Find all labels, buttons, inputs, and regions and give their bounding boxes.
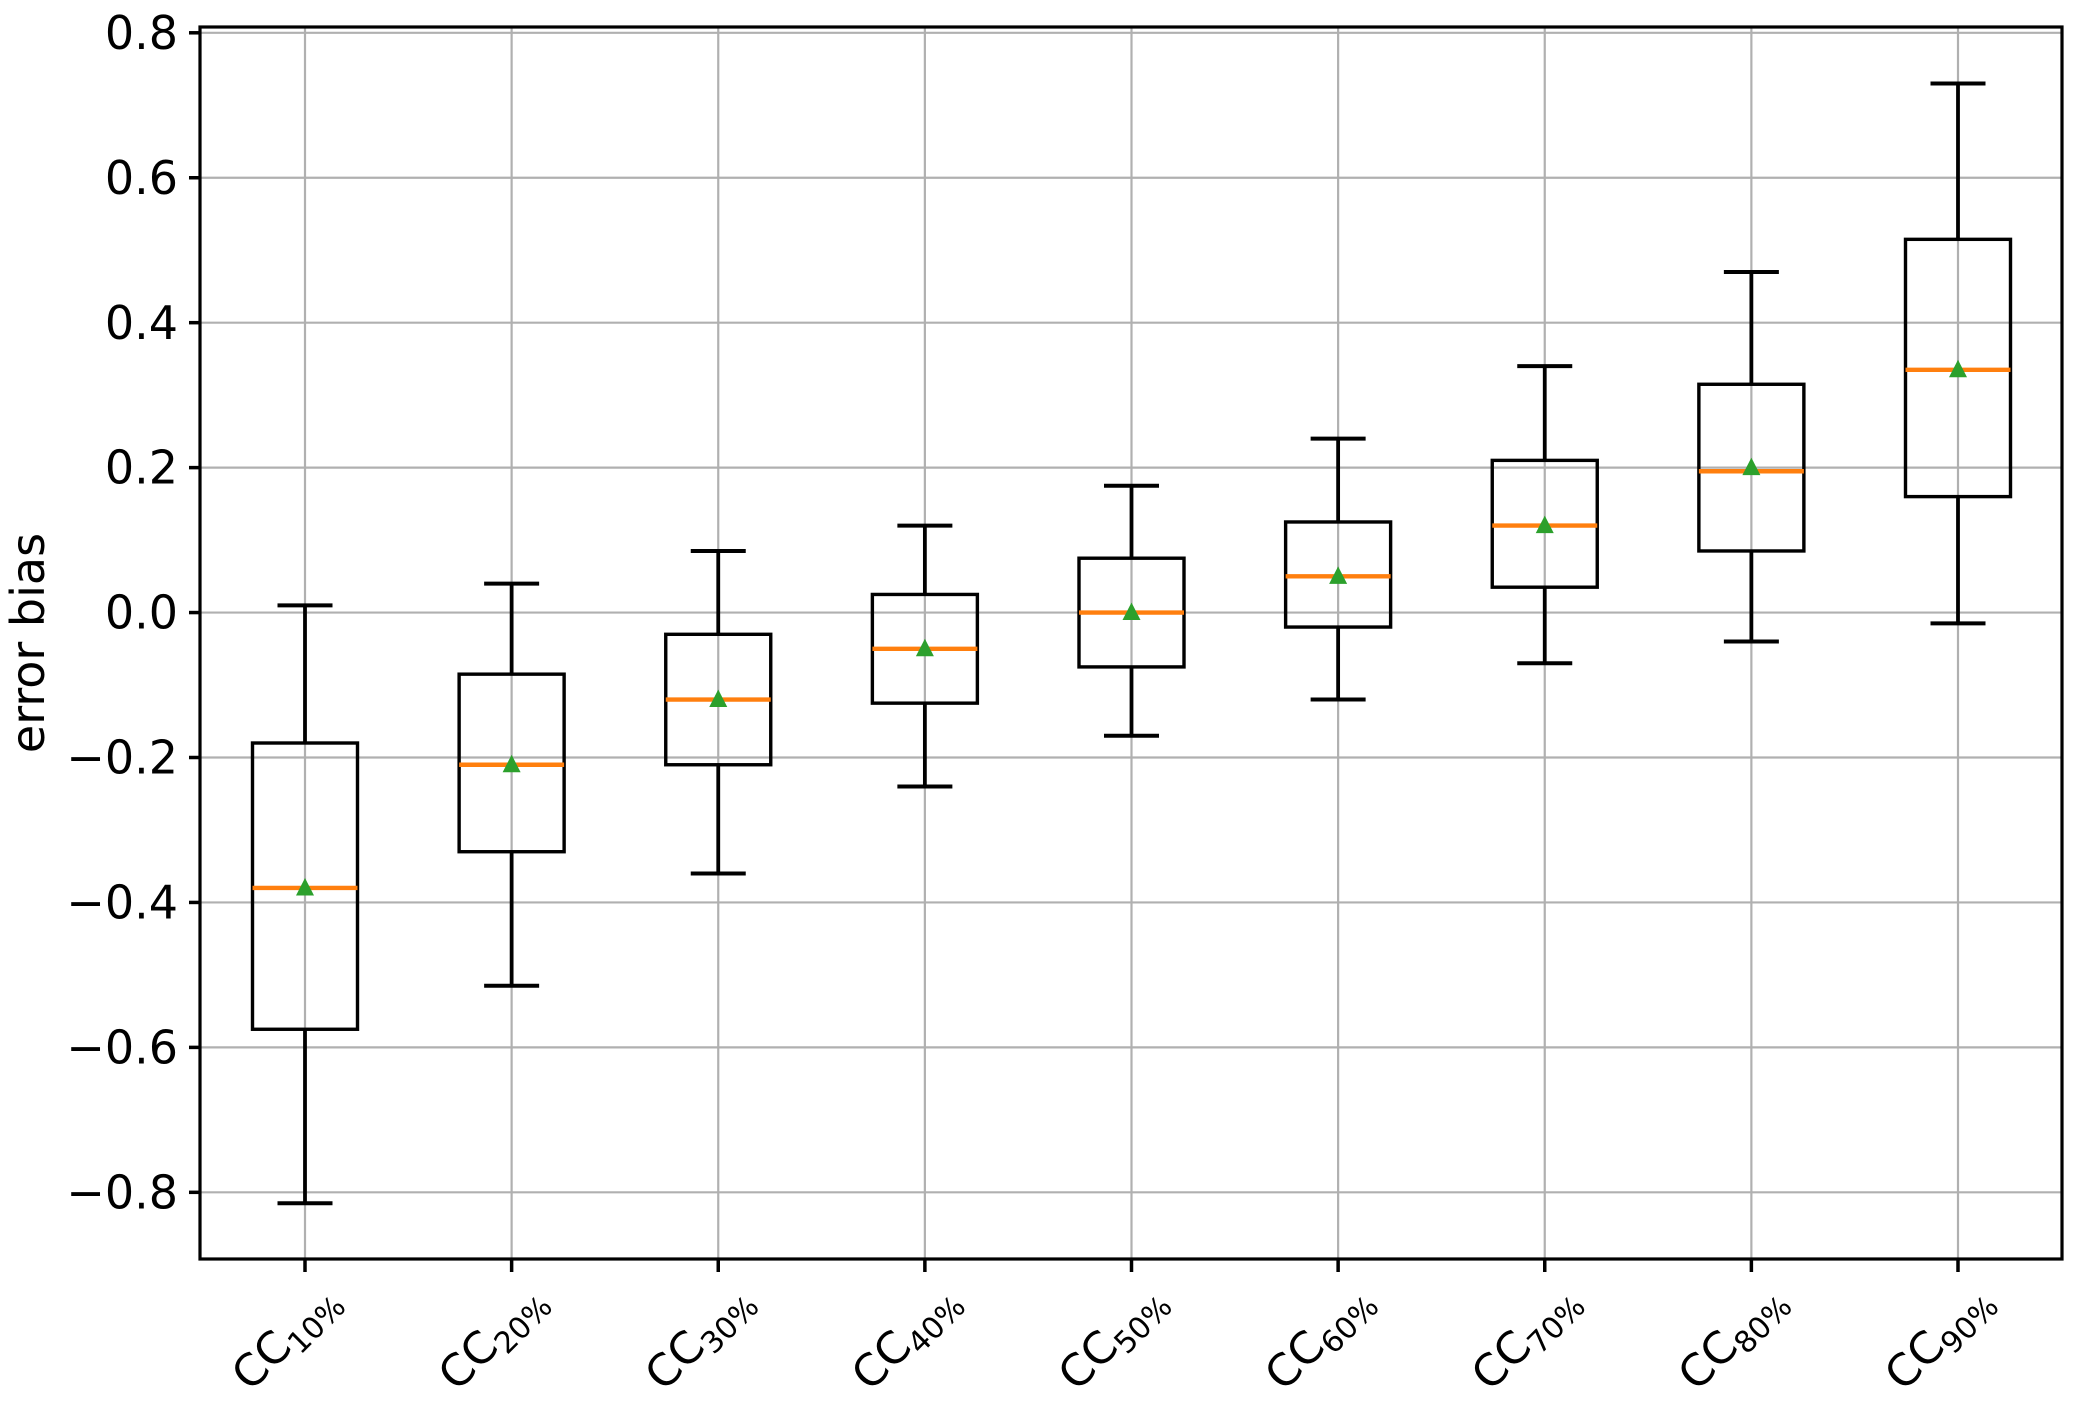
- y-tick-label-0.0: 0.0: [105, 586, 178, 640]
- box-group-CC50%: [1077, 483, 1186, 738]
- y-tick-label-0.2: 0.2: [105, 441, 178, 495]
- box-group-CC70%: [1490, 364, 1599, 666]
- box-group-CC80%: [1697, 269, 1806, 644]
- box-group-CC90%: [1903, 81, 2013, 626]
- x-tick-label-CC30%: CC30%: [635, 1274, 766, 1405]
- x-tick-label-CC70%: CC70%: [1462, 1274, 1593, 1405]
- box-group-CC20%: [457, 581, 566, 988]
- mean-marker-CC90%: [1949, 359, 1967, 378]
- mean-marker-CC50%: [1122, 602, 1141, 621]
- y-tick-label-−0.2: −0.2: [66, 731, 178, 785]
- y-tick-label-−0.4: −0.4: [66, 876, 178, 930]
- x-tick-label-CC60%: CC60%: [1255, 1274, 1386, 1405]
- mean-marker-CC40%: [915, 638, 934, 657]
- iqr-box-CC80%: [1697, 382, 1806, 553]
- box-group-CC30%: [664, 548, 773, 876]
- x-tick-label-CC80%: CC80%: [1668, 1274, 1799, 1405]
- mean-marker-CC80%: [1742, 457, 1761, 476]
- y-tick-label-0.6: 0.6: [105, 151, 178, 205]
- x-tick-label-CC50%: CC50%: [1049, 1274, 1180, 1405]
- x-tick-label-CC40%: CC40%: [842, 1274, 973, 1405]
- mean-marker-CC60%: [1329, 566, 1348, 584]
- mean-marker-CC20%: [502, 754, 521, 773]
- x-tick-label-CC10%: CC10%: [222, 1274, 353, 1405]
- mean-marker-CC10%: [296, 877, 314, 896]
- mean-marker-CC70%: [1535, 515, 1554, 534]
- box-group-CC40%: [870, 523, 980, 789]
- x-tick-label-CC20%: CC20%: [429, 1274, 560, 1405]
- y-tick-label-0.8: 0.8: [105, 6, 178, 60]
- y-tick-label-−0.6: −0.6: [66, 1020, 178, 1074]
- box-group-CC10%: [250, 603, 360, 1206]
- y-tick-label-0.4: 0.4: [105, 296, 178, 350]
- y-tick-label-−0.8: −0.8: [66, 1165, 178, 1219]
- x-tick-label-CC90%: CC90%: [1875, 1274, 2006, 1405]
- y-axis-title: error bias: [1, 533, 55, 753]
- mean-marker-CC30%: [709, 689, 728, 708]
- box-group-CC60%: [1283, 436, 1393, 702]
